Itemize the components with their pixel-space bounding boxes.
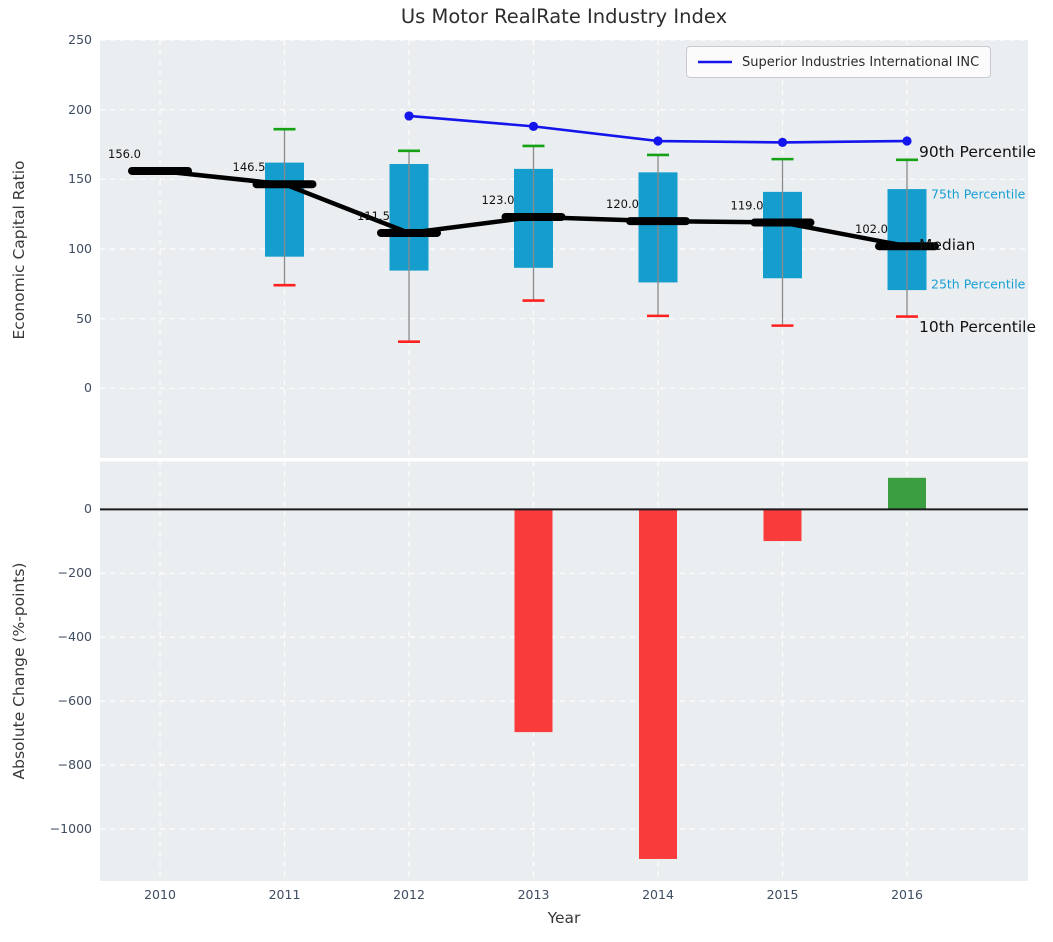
median-value-label-2012: 111.5 — [357, 209, 390, 223]
company-marker-2015 — [777, 137, 788, 148]
y-tick-bottom--1000: −1000 — [49, 820, 92, 836]
chart-title: Us Motor RealRate Industry Index — [400, 5, 728, 28]
x-tick-2014: 2014 — [642, 887, 674, 902]
median-value-label-2010: 156.0 — [108, 147, 141, 161]
y-tick-top-100: 100 — [68, 241, 92, 256]
y-tick-bottom--600: −600 — [57, 693, 92, 709]
x-tick-2016: 2016 — [891, 887, 923, 902]
legend: Superior Industries International INC — [686, 46, 992, 78]
change-bar-2014 — [639, 509, 677, 859]
y-tick-top-0: 0 — [84, 380, 92, 396]
y-axis-label-bottom: Absolute Change (%-points) — [10, 562, 28, 780]
company-marker-2013 — [528, 121, 539, 131]
x-axis-label: Year — [547, 909, 581, 927]
y-tick-bottom--200: −200 — [57, 565, 92, 581]
y-tick-top-250: 250 — [68, 32, 92, 47]
y-tick-top-200: 200 — [68, 101, 92, 117]
change-bar-2013 — [514, 509, 553, 733]
median-value-label-2011: 146.5 — [233, 160, 266, 174]
median-value-label-2013: 123.0 — [482, 193, 515, 207]
median-value-label-2014: 120.0 — [606, 197, 639, 211]
annotation-25th-percentile: 25th Percentile — [931, 276, 1026, 292]
x-tick-2012: 2012 — [393, 887, 425, 902]
annotation-median: Median — [919, 236, 976, 255]
median-value-label-2016: 102.0 — [855, 222, 888, 236]
legend-label: Superior Industries International INC — [742, 54, 980, 70]
annotation-10th-percentile: 10th Percentile — [919, 317, 1037, 336]
y-tick-bottom--400: −400 — [57, 629, 92, 645]
bottom-panel-background — [100, 461, 1028, 881]
company-marker-2014 — [653, 136, 663, 146]
x-tick-2010: 2010 — [144, 887, 176, 902]
change-bar-2016 — [888, 477, 926, 510]
x-tick-2015: 2015 — [766, 887, 799, 902]
y-tick-top-150: 150 — [68, 171, 92, 187]
median-value-label-2015: 119.0 — [731, 199, 764, 213]
y-tick-bottom--800: −800 — [57, 757, 92, 773]
y-tick-top-50: 50 — [76, 310, 92, 326]
x-tick-2011: 2011 — [268, 887, 301, 902]
company-marker-2012 — [404, 111, 414, 121]
company-marker-2016 — [902, 136, 912, 146]
annotation-90th-percentile: 90th Percentile — [919, 142, 1037, 161]
x-tick-2013: 2013 — [517, 887, 550, 902]
change-bar-2015 — [763, 509, 802, 542]
y-tick-bottom-0: 0 — [84, 501, 92, 517]
annotation-75th-percentile: 75th Percentile — [931, 186, 1026, 202]
legend-line-icon — [698, 60, 732, 64]
